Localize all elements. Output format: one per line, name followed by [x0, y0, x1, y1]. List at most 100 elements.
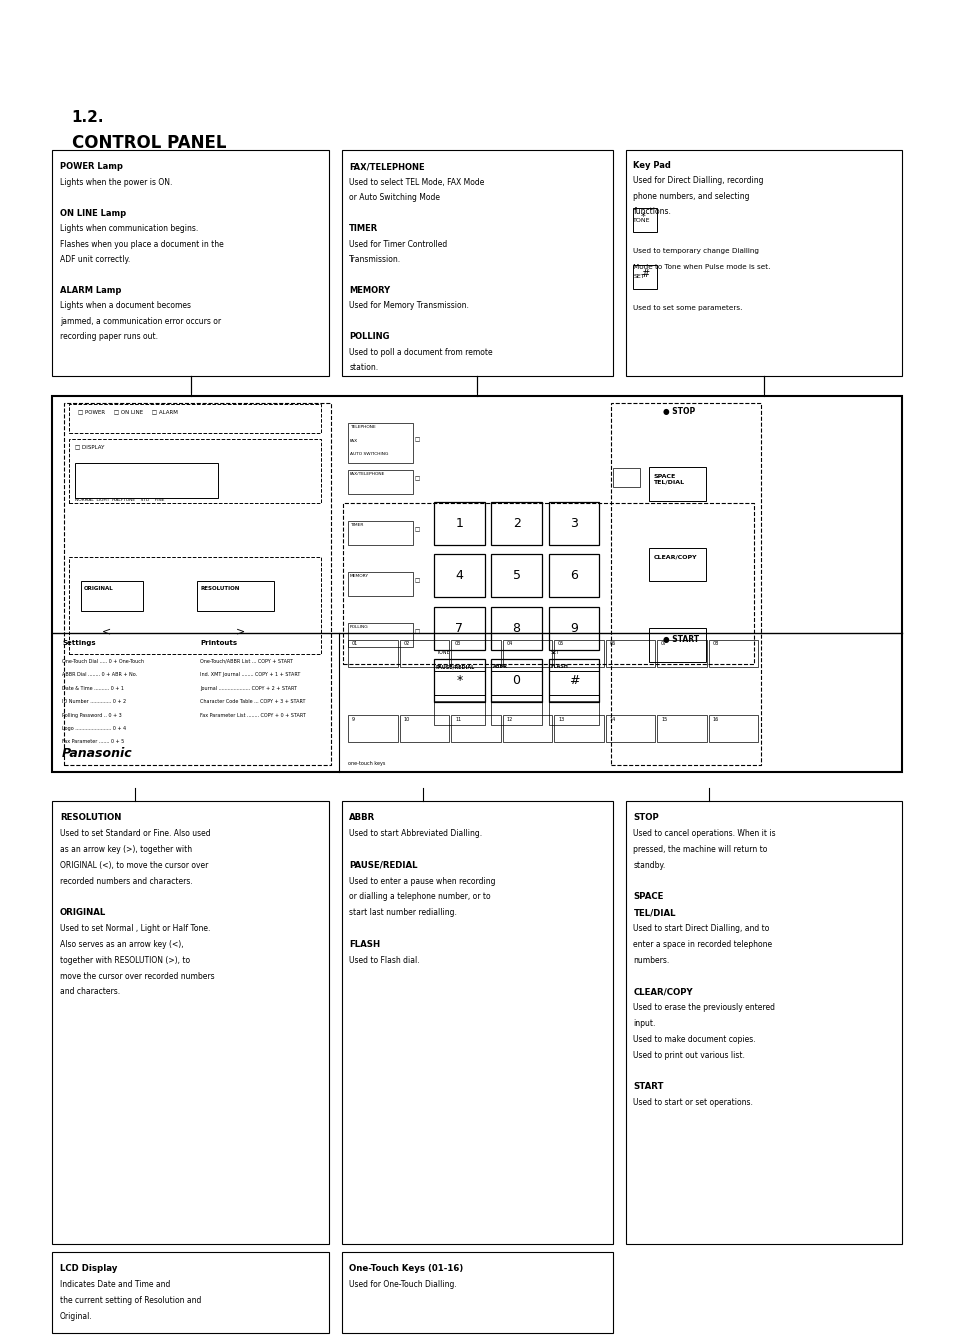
Bar — [548, 659, 598, 702]
Bar — [52, 1252, 329, 1333]
Bar — [341, 1252, 613, 1333]
Bar — [348, 423, 413, 463]
Text: □: □ — [415, 629, 420, 635]
Text: FAX: FAX — [350, 439, 358, 443]
Text: >: > — [235, 627, 245, 636]
Text: ABBR: ABBR — [349, 813, 375, 823]
Text: ORIGINAL: ORIGINAL — [60, 909, 106, 918]
Text: PAUSE/REDIAL: PAUSE/REDIAL — [349, 860, 417, 870]
Text: Used to Flash dial.: Used to Flash dial. — [349, 956, 419, 965]
Bar — [341, 150, 613, 376]
Text: #: # — [640, 268, 649, 279]
Text: ALARM Lamp: ALARM Lamp — [60, 286, 121, 295]
Text: 06: 06 — [609, 641, 616, 647]
Text: Fax Parameter ....... 0 + 5: Fax Parameter ....... 0 + 5 — [62, 739, 124, 745]
Text: One-Touch/ABBR List ... COPY + START: One-Touch/ABBR List ... COPY + START — [200, 659, 293, 664]
Bar — [451, 715, 500, 742]
Text: TIMER: TIMER — [349, 224, 378, 234]
Bar — [343, 503, 753, 664]
Bar — [610, 403, 760, 765]
Text: Also serves as an arrow key (<),: Also serves as an arrow key (<), — [60, 939, 184, 949]
Text: Lights when the power is ON.: Lights when the power is ON. — [60, 177, 172, 187]
Bar — [491, 659, 541, 702]
Text: Used to erase the previously entered: Used to erase the previously entered — [633, 1004, 775, 1012]
Text: Used to cancel operations. When it is: Used to cancel operations. When it is — [633, 829, 776, 839]
Text: together with RESOLUTION (>), to: together with RESOLUTION (>), to — [60, 956, 190, 965]
Bar — [434, 502, 484, 545]
Bar — [708, 640, 758, 667]
Text: SPACE: SPACE — [633, 892, 663, 902]
Text: Mode to Tone when Pulse mode is set.: Mode to Tone when Pulse mode is set. — [633, 263, 770, 270]
Bar — [625, 150, 902, 376]
Bar — [548, 502, 598, 545]
Text: 8: 8 — [512, 621, 520, 635]
Bar — [399, 640, 449, 667]
Text: 04: 04 — [506, 641, 513, 647]
Text: Used to start Direct Dialling, and to: Used to start Direct Dialling, and to — [633, 925, 769, 933]
Bar — [341, 801, 613, 1244]
Text: CONTROL PANEL: CONTROL PANEL — [71, 134, 226, 152]
Bar — [613, 468, 639, 487]
Bar — [491, 554, 541, 597]
Text: Used to select TEL Mode, FAX Mode: Used to select TEL Mode, FAX Mode — [349, 177, 484, 187]
Text: ● START: ● START — [662, 635, 699, 644]
Text: ON LINE Lamp: ON LINE Lamp — [60, 208, 126, 217]
Bar — [434, 554, 484, 597]
Bar — [554, 640, 603, 667]
Text: Indicates Date and Time and: Indicates Date and Time and — [60, 1280, 171, 1290]
Text: pressed, the machine will return to: pressed, the machine will return to — [633, 845, 767, 854]
Bar — [648, 467, 705, 501]
Bar — [197, 581, 274, 611]
Text: ABBR Dial ........ 0 + ABR + No.: ABBR Dial ........ 0 + ABR + No. — [62, 672, 137, 678]
Bar — [399, 715, 449, 742]
Bar — [625, 801, 902, 1244]
Bar — [491, 671, 541, 695]
Bar — [648, 548, 705, 581]
Text: 1: 1 — [455, 517, 463, 530]
Text: #: # — [568, 674, 578, 687]
Text: □: □ — [415, 578, 420, 584]
Text: input.: input. — [633, 1019, 655, 1028]
Bar — [633, 208, 657, 232]
Bar — [605, 640, 655, 667]
Text: SPACE
TEL/DIAL: SPACE TEL/DIAL — [653, 474, 684, 484]
Text: Settings: Settings — [62, 640, 95, 646]
Text: STOP: STOP — [633, 813, 659, 823]
Text: NORMAL  LIGHT  HALFTONE    STD    FINE: NORMAL LIGHT HALFTONE STD FINE — [75, 498, 165, 502]
Bar — [434, 671, 484, 695]
Text: Fax Parameter List ........ COPY + 0 + START: Fax Parameter List ........ COPY + 0 + S… — [200, 713, 306, 718]
Text: *: * — [456, 674, 462, 687]
Bar — [348, 521, 413, 545]
Text: ADF unit correctly.: ADF unit correctly. — [60, 255, 131, 264]
Text: 6: 6 — [569, 569, 578, 582]
Text: One-Touch Keys (01-16): One-Touch Keys (01-16) — [349, 1264, 463, 1274]
Text: or dialling a telephone number, or to: or dialling a telephone number, or to — [349, 892, 490, 902]
Bar — [708, 715, 758, 742]
Text: *: * — [640, 212, 645, 223]
Text: AUTO SWITCHING: AUTO SWITCHING — [350, 452, 388, 456]
Text: FAX/TELEPHONE: FAX/TELEPHONE — [350, 472, 385, 476]
Text: POWER Lamp: POWER Lamp — [60, 162, 123, 172]
Text: Date & Time .......... 0 + 1: Date & Time .......... 0 + 1 — [62, 686, 124, 691]
Bar — [434, 701, 484, 725]
Text: 16: 16 — [712, 717, 719, 722]
Text: phone numbers, and selecting: phone numbers, and selecting — [633, 192, 749, 201]
Text: 9: 9 — [569, 621, 578, 635]
Bar — [491, 607, 541, 650]
Bar — [348, 572, 413, 596]
Text: enter a space in recorded telephone: enter a space in recorded telephone — [633, 939, 772, 949]
Text: ORIGINAL (<), to move the cursor over: ORIGINAL (<), to move the cursor over — [60, 860, 209, 870]
Text: 14: 14 — [609, 717, 616, 722]
Bar — [548, 607, 598, 650]
Text: □: □ — [415, 527, 420, 533]
Text: Used to make document copies.: Used to make document copies. — [633, 1035, 756, 1044]
Text: START: START — [633, 1083, 663, 1091]
Bar — [605, 715, 655, 742]
Text: 0: 0 — [512, 674, 520, 687]
Bar — [502, 640, 552, 667]
Bar — [52, 396, 901, 772]
Text: SET: SET — [633, 275, 644, 279]
Text: 9: 9 — [352, 717, 355, 722]
Text: Used for Timer Controlled: Used for Timer Controlled — [349, 239, 447, 248]
Text: RESOLUTION: RESOLUTION — [60, 813, 121, 823]
